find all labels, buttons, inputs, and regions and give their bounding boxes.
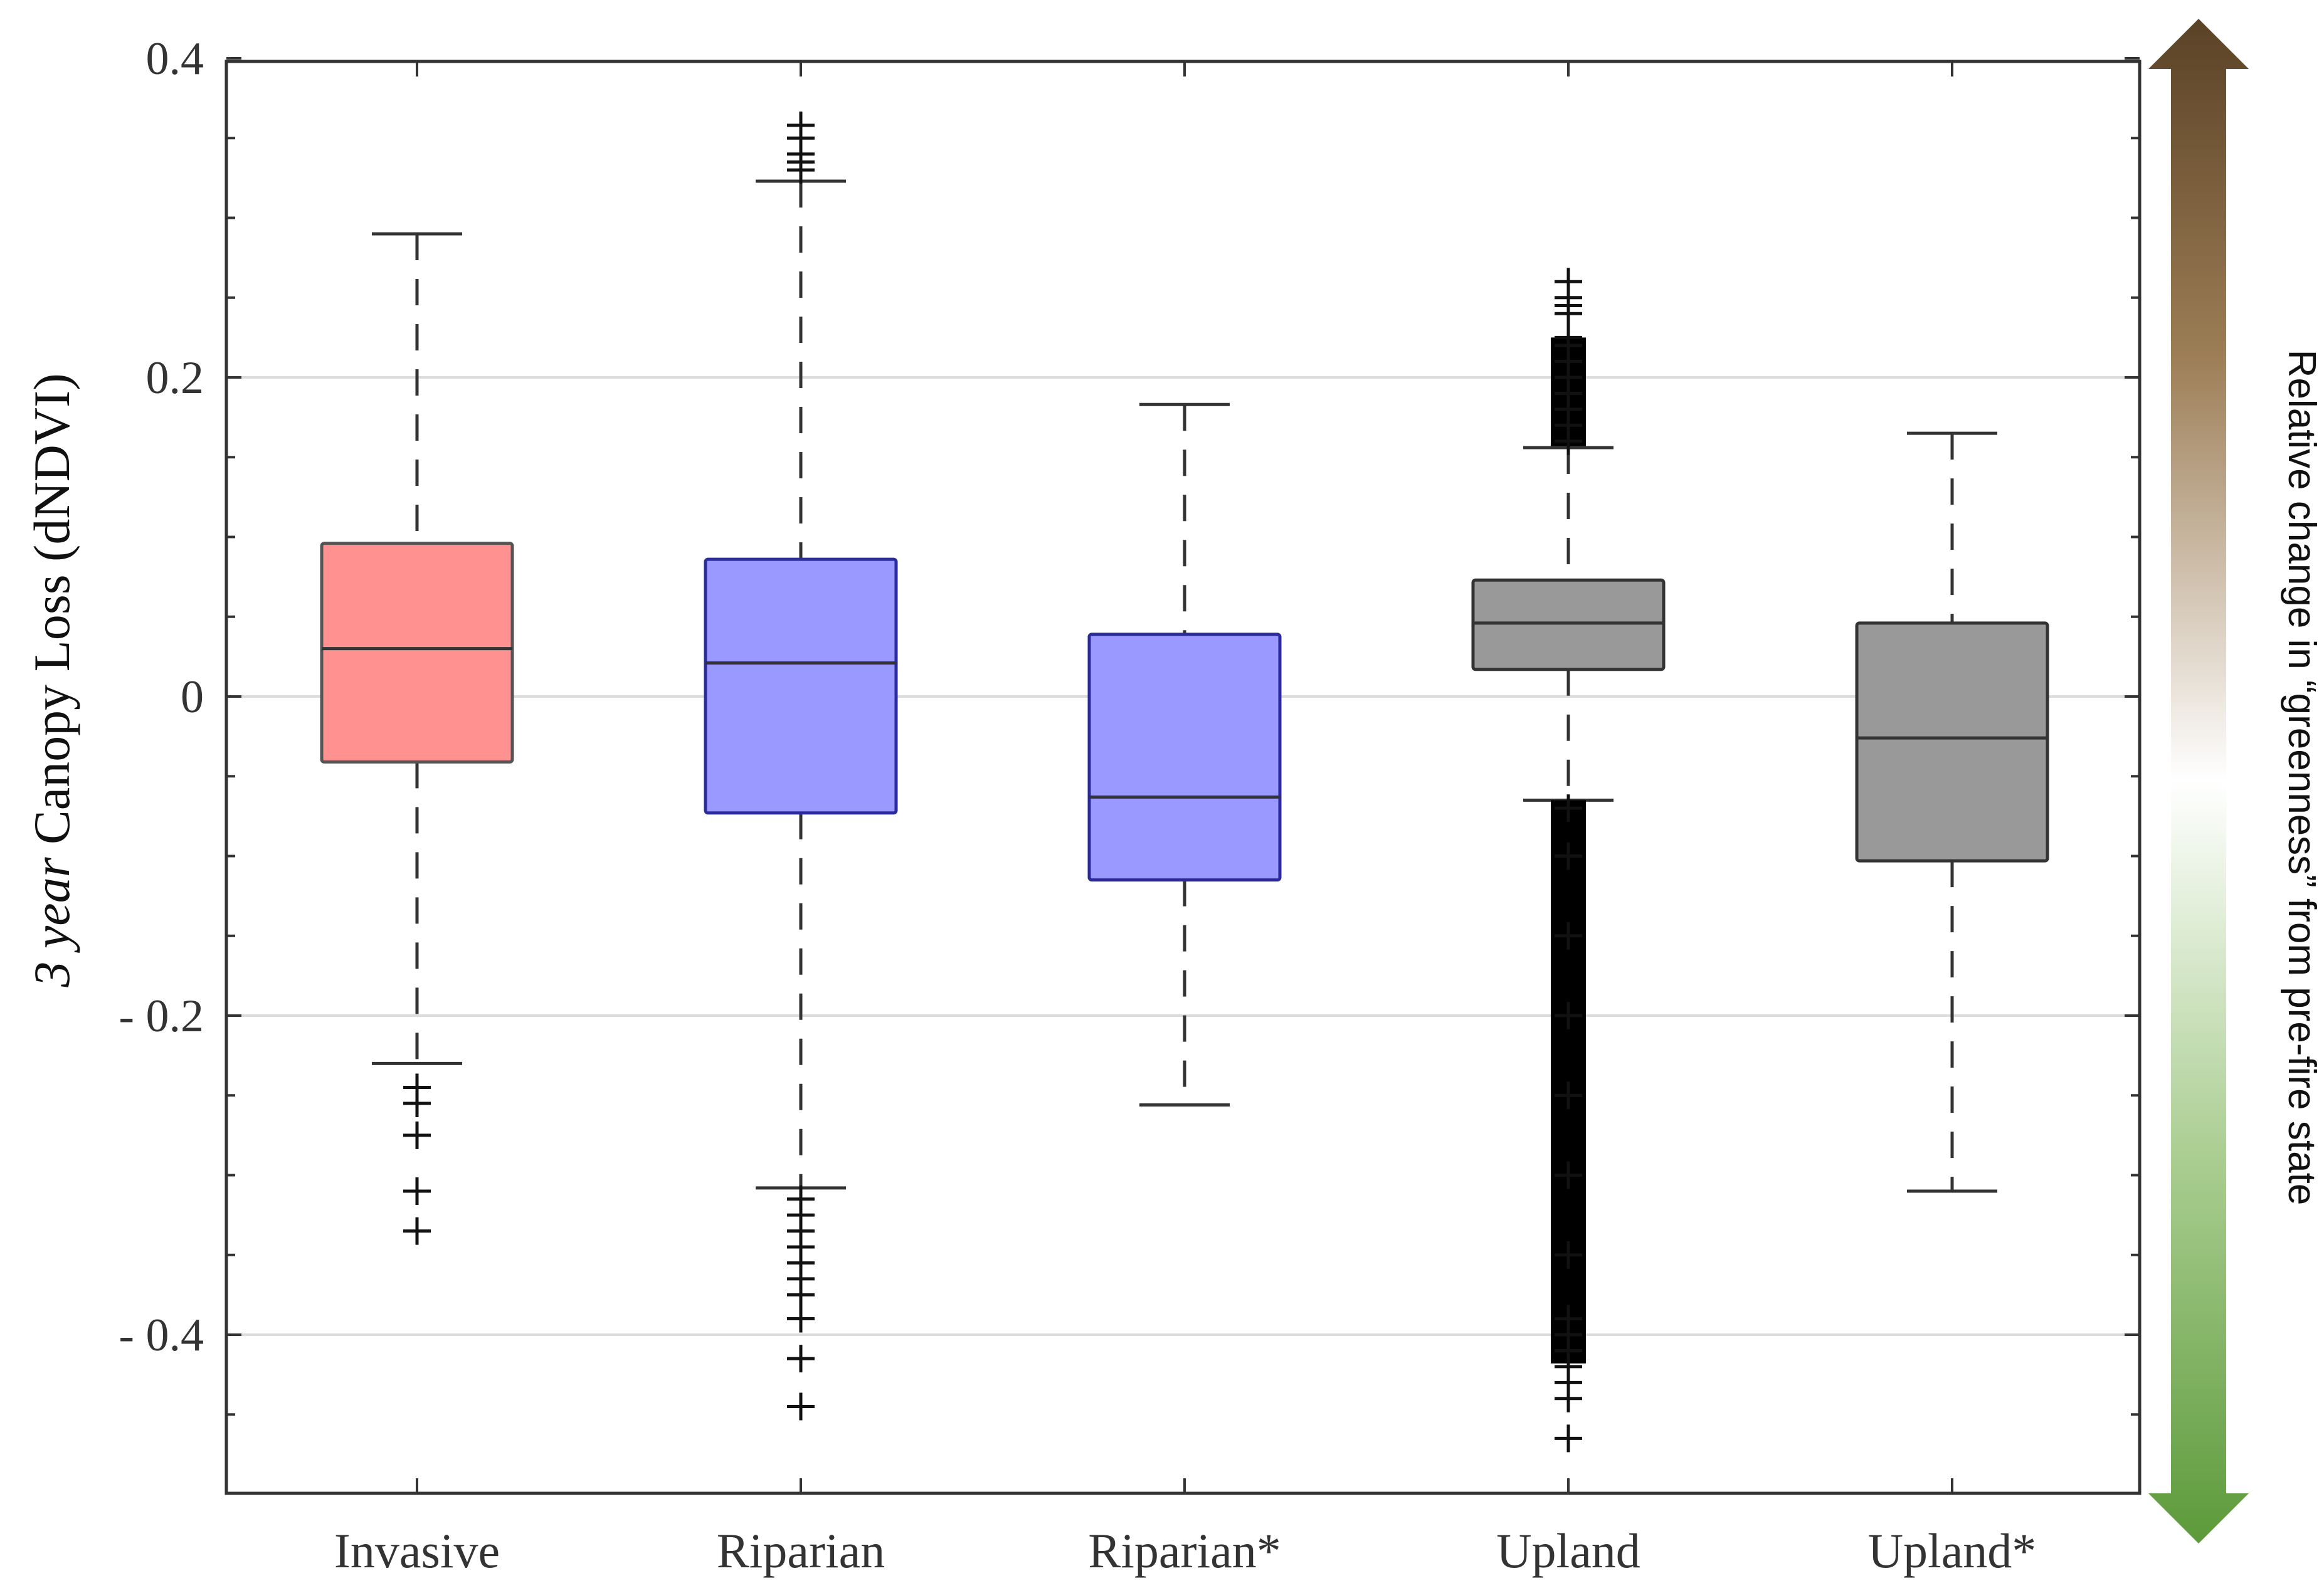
outlier-marker (1555, 1241, 1582, 1269)
outlier-marker (1555, 1424, 1582, 1453)
y-axis-label: 3 year Canopy Loss (dNDVI) (23, 373, 80, 987)
x-category-label: Invasive (334, 1523, 500, 1578)
box-group (320, 232, 514, 1245)
outlier-marker (1555, 1002, 1582, 1029)
y-tick-label: 0.4 (146, 33, 204, 85)
outlier-marker (787, 1392, 815, 1421)
box-iqr (1855, 621, 2049, 863)
outlier-marker (1555, 1081, 1582, 1110)
outlier-marker (1555, 842, 1582, 870)
side-arrow-label: Relative change in “greenness” from pre-… (2280, 350, 2323, 1206)
box-iqr (1471, 578, 1666, 671)
outlier-marker (403, 1217, 431, 1245)
outlier-marker (1555, 794, 1582, 823)
outlier-marker (787, 1345, 815, 1373)
outlier-marker (1555, 268, 1582, 296)
outlier-marker (403, 1121, 431, 1149)
y-tick-label: 0 (181, 671, 204, 723)
outlier-marker (403, 1089, 431, 1117)
outlier-marker (787, 111, 815, 139)
greenness-gradient-arrow (2148, 19, 2249, 1543)
box-group (1087, 402, 1282, 1107)
y-axis-label-rest: Canopy Loss (dNDVI) (23, 373, 80, 857)
box-group (1855, 431, 2049, 1193)
outlier-marker (1555, 922, 1582, 950)
axis-ticks: 0.4 0.2 0 - 0.2 - 0.4 Invasive Riparian Riparia… (119, 33, 2140, 1578)
x-category-label: Riparian (717, 1523, 885, 1578)
outlier-marker (1555, 1161, 1582, 1189)
box-iqr (704, 557, 898, 815)
y-tick-label: 0.2 (146, 352, 204, 404)
y-axis-label-italic: 3 year (23, 856, 80, 987)
x-category-label: Riparian* (1088, 1523, 1281, 1578)
outlier-marker (787, 1281, 815, 1309)
y-tick-label: - 0.4 (119, 1310, 204, 1361)
box-group (704, 111, 898, 1421)
y-tick-label: - 0.2 (119, 991, 204, 1042)
outlier-marker (787, 1305, 815, 1333)
outlier-marker (1555, 323, 1582, 352)
boxes (320, 111, 2049, 1453)
outlier-marker (403, 1177, 431, 1205)
x-category-label: Upland (1496, 1523, 1640, 1578)
outlier-marker (1555, 1384, 1582, 1412)
x-category-label: Upland* (1868, 1523, 2037, 1578)
box-group (1471, 268, 1666, 1453)
box-iqr (1087, 633, 1282, 882)
box-iqr (320, 542, 514, 764)
